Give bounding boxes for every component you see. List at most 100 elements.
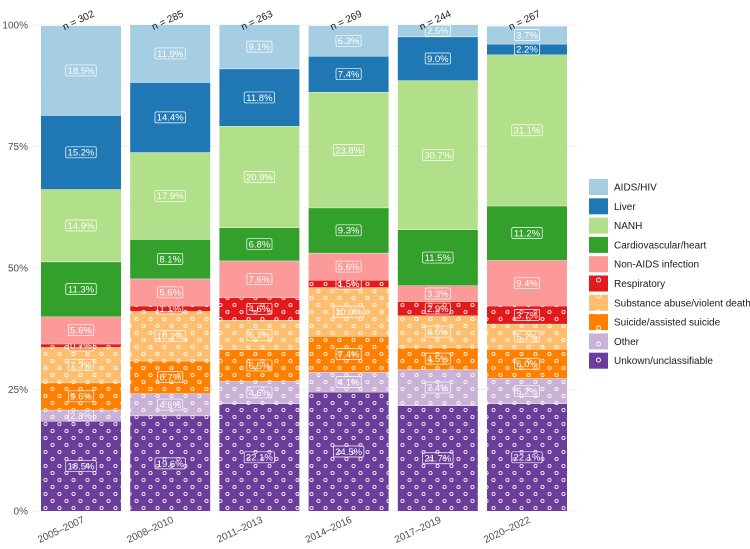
data-label-box — [154, 111, 186, 124]
data-label: 7.4% — [338, 349, 360, 360]
bar-segment — [308, 56, 389, 93]
bar-segment — [219, 227, 300, 261]
data-label-box — [157, 286, 184, 299]
data-label-box — [422, 251, 454, 264]
legend-swatch-pattern — [589, 275, 608, 292]
data-label-box — [157, 371, 184, 383]
bar-segment — [41, 261, 121, 317]
bar-segment-pattern — [487, 323, 567, 350]
x-tick-label: 2005–2007 — [36, 515, 86, 546]
bar-segment — [308, 207, 389, 253]
data-label-box — [65, 460, 97, 472]
data-label-box — [68, 409, 94, 422]
data-label: 31.1% — [514, 126, 541, 137]
bar-segment-pattern — [130, 360, 211, 394]
data-label: 9.3% — [338, 226, 360, 237]
data-label-box — [511, 451, 543, 464]
data-label-box — [154, 189, 186, 202]
data-label: 9.1% — [249, 42, 271, 53]
legend-item: AIDS/HIV — [589, 179, 657, 195]
bar-segment-pattern — [397, 347, 478, 370]
data-label-box — [514, 29, 540, 41]
x-axis: 2005–2007 2008–2010 2011–2013 2014–2016 2017… — [36, 515, 532, 546]
gridlines — [32, 24, 578, 512]
data-label-box — [424, 287, 451, 300]
bars: 18.5% 2.3% 5.6% 7.3% 0.7% 5.6% 11.3% 14.9% 15.2%… — [41, 24, 567, 511]
data-label: 0.7% — [70, 341, 92, 352]
bar-segment — [41, 25, 121, 116]
legend-item: Other — [589, 333, 640, 350]
legend-item: Respiratory — [589, 275, 665, 292]
data-label: 4.5% — [427, 354, 449, 365]
data-label: 4.6% — [249, 304, 271, 315]
x-tick-label: 2020–2022 — [482, 515, 532, 546]
bar-segment-pattern — [130, 415, 211, 511]
bar-segment-pattern — [219, 297, 300, 321]
data-label: 11.5% — [425, 253, 452, 264]
data-label-box — [514, 357, 540, 370]
legend-item: NANH — [589, 217, 642, 234]
bar-segment-pattern — [487, 349, 567, 379]
bar-segment — [397, 285, 478, 302]
data-label-box — [333, 305, 365, 318]
data-label: 6.5% — [249, 361, 271, 372]
bar-segment — [308, 25, 389, 57]
data-label-box — [68, 390, 94, 403]
bar-segment-pattern — [219, 381, 300, 404]
data-label: 1.5% — [338, 279, 360, 290]
data-label-box — [65, 219, 97, 232]
bar-segment-pattern — [130, 393, 211, 416]
y-tick-label: 50% — [8, 264, 28, 275]
data-label: 6.7% — [159, 373, 181, 384]
data-label-box — [243, 451, 275, 464]
data-label: 2.2% — [516, 45, 538, 56]
bar-segment — [219, 24, 300, 69]
data-label: 2.9% — [427, 304, 449, 315]
legend: AIDS/HIV Liver NANH Cardiovascular/heart Non… — [589, 179, 750, 369]
legend-swatch-pattern — [589, 352, 608, 369]
data-label: 6.1% — [249, 330, 271, 341]
bar-segment-pattern — [397, 301, 478, 316]
y-tick-label: 25% — [8, 385, 28, 396]
legend-swatch — [589, 179, 608, 195]
bar-segment — [219, 68, 300, 127]
data-label-box — [68, 324, 94, 337]
y-tick-label: 75% — [8, 142, 28, 153]
bar-segment — [41, 189, 121, 262]
data-label: 2.3% — [70, 411, 92, 422]
data-label-box — [243, 91, 275, 104]
bar-segment-pattern — [41, 382, 121, 410]
bar-segment-pattern — [41, 343, 121, 348]
bar-segment — [397, 24, 478, 37]
bar-segment-pattern — [41, 421, 121, 511]
data-label-box — [246, 40, 273, 53]
data-label: 4.6% — [159, 400, 181, 411]
bar-segment — [41, 115, 121, 190]
data-label: 4.6% — [249, 388, 271, 399]
bar-segment-pattern — [130, 311, 211, 361]
data-label: 21.7% — [424, 454, 451, 465]
data-label-box — [246, 328, 273, 341]
bar-segment-pattern — [219, 349, 300, 382]
data-label: 30.7% — [424, 150, 451, 161]
data-label: 11.2% — [514, 228, 541, 239]
bar-segment — [219, 260, 300, 298]
data-label-box — [422, 149, 454, 161]
data-label-box — [514, 277, 540, 289]
data-label: 20.9% — [246, 172, 273, 183]
data-label: 23.8% — [335, 145, 362, 156]
data-label: 17.9% — [157, 191, 184, 202]
data-label: 4.1% — [338, 377, 360, 388]
legend-label: NANH — [614, 221, 642, 232]
data-label-box — [424, 52, 451, 65]
x-tick-label: 2008–2010 — [125, 515, 175, 546]
data-label-box — [154, 47, 186, 60]
data-label-box — [246, 359, 273, 372]
data-label-box — [514, 309, 540, 321]
data-label-box — [511, 227, 543, 239]
bar-segment-pattern — [219, 320, 300, 350]
legend-swatch — [589, 217, 608, 234]
data-label-box — [65, 146, 97, 159]
data-label: 10.2% — [157, 331, 184, 342]
data-label-box — [68, 359, 94, 371]
